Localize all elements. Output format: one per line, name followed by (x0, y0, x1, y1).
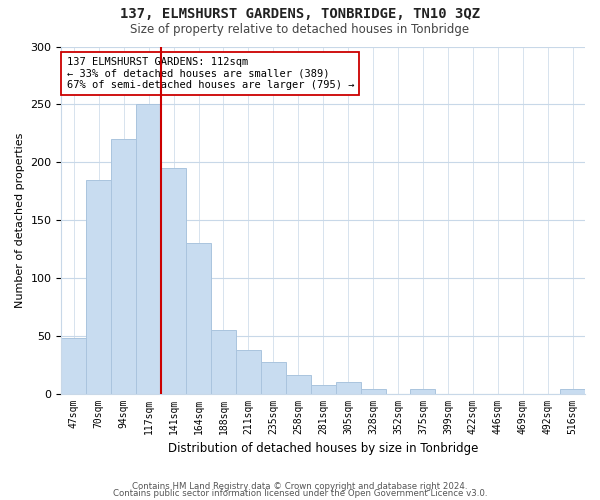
Bar (236, 350, 261, 394)
Bar (86, 180, 111, 394)
Bar (410, 389, 436, 394)
Bar (261, 362, 286, 394)
Text: 137 ELMSHURST GARDENS: 112sqm
← 33% of detached houses are smaller (389)
67% of : 137 ELMSHURST GARDENS: 112sqm ← 33% of d… (67, 57, 354, 90)
Bar (311, 386, 335, 394)
Bar (186, 243, 211, 394)
Bar (211, 330, 236, 394)
Bar (560, 389, 585, 394)
Bar (136, 104, 161, 394)
Text: Size of property relative to detached houses in Tonbridge: Size of property relative to detached ho… (130, 22, 470, 36)
Text: 137, ELMSHURST GARDENS, TONBRIDGE, TN10 3QZ: 137, ELMSHURST GARDENS, TONBRIDGE, TN10 … (120, 8, 480, 22)
Text: Contains public sector information licensed under the Open Government Licence v3: Contains public sector information licen… (113, 488, 487, 498)
Y-axis label: Number of detached properties: Number of detached properties (15, 132, 25, 308)
Bar (111, 139, 136, 394)
Bar (361, 389, 386, 394)
Bar (161, 168, 186, 394)
Text: Contains HM Land Registry data © Crown copyright and database right 2024.: Contains HM Land Registry data © Crown c… (132, 482, 468, 491)
X-axis label: Distribution of detached houses by size in Tonbridge: Distribution of detached houses by size … (168, 442, 478, 455)
Bar (61, 338, 86, 394)
Bar (335, 382, 361, 394)
Bar (286, 375, 311, 394)
